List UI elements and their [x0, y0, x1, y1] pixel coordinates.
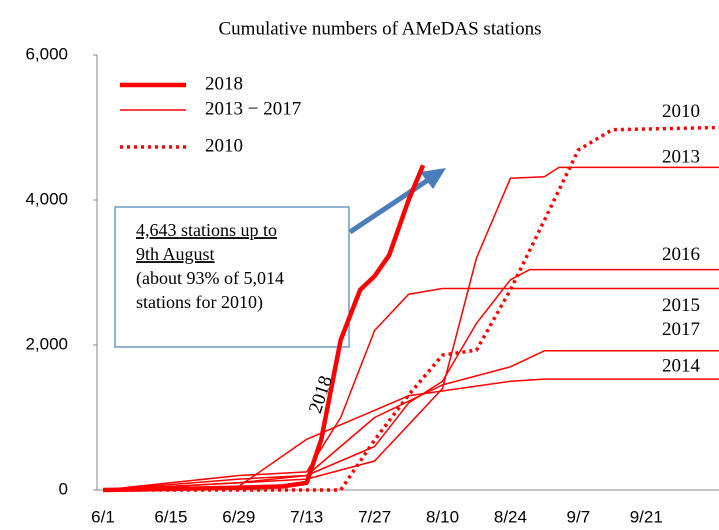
- series-line: [102, 268, 719, 491]
- y-tick-label: 0: [59, 479, 68, 498]
- x-tick-label: 9/21: [630, 507, 663, 526]
- legend-label: 2018: [205, 73, 243, 94]
- y-tick-label: 6,000: [25, 44, 68, 63]
- legend-label: 2013 − 2017: [205, 98, 301, 119]
- series-line: [102, 164, 426, 493]
- x-tick-label: 6/15: [154, 507, 187, 526]
- series-label: 2016: [662, 244, 700, 265]
- chart-title: Cumulative numbers of AMeDAS stations: [219, 18, 542, 39]
- series-line: [103, 125, 719, 492]
- series-label: 2017: [662, 319, 700, 340]
- series-label: 2014: [662, 355, 701, 376]
- x-tick-label: 6/29: [222, 507, 255, 526]
- legend-label: 2010: [205, 135, 243, 156]
- annotation-box: [114, 206, 350, 348]
- x-tick-label: 7/13: [290, 507, 323, 526]
- annotation-text: (about 93% of 5,014: [136, 268, 284, 289]
- x-tick-label: 8/24: [494, 507, 527, 526]
- arrow-head: [420, 168, 446, 189]
- y-tick-label: 4,000: [25, 189, 68, 208]
- x-tick-label: 9/7: [567, 507, 591, 526]
- series-line: [102, 287, 719, 491]
- annotation-text: stations for 2010): [136, 292, 263, 313]
- series-line: [102, 378, 719, 491]
- annotation-arrow: [348, 177, 430, 235]
- series-line: [102, 166, 719, 491]
- series-line: [102, 350, 719, 491]
- annotation-text: 4,643 stations up to: [136, 220, 277, 240]
- x-tick-label: 8/10: [426, 507, 459, 526]
- x-tick-label: 7/27: [358, 507, 391, 526]
- series-label: 2015: [662, 295, 700, 316]
- series-label: 2013: [662, 147, 700, 168]
- y-tick-label: 2,000: [25, 334, 68, 353]
- annotation-text: 9th August: [136, 244, 215, 264]
- x-tick-label: 6/1: [91, 507, 115, 526]
- series-label: 2010: [662, 101, 700, 122]
